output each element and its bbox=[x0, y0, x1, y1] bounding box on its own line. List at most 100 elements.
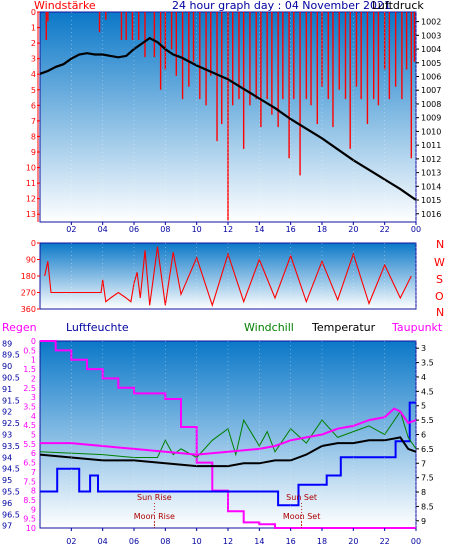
x-tick-p3-3: 08 bbox=[160, 537, 170, 546]
dir-y-tick-1: 90 bbox=[26, 256, 36, 265]
x-tick-p1-2: 06 bbox=[129, 225, 139, 234]
wind-y-tick-12: 12 bbox=[26, 195, 36, 204]
x-tick-p3-0: 02 bbox=[66, 537, 76, 546]
humid-y-tick-1: 89.5 bbox=[2, 351, 20, 360]
regen-y-tick-2: 1 bbox=[31, 356, 36, 365]
wind-y-tick-10: 10 bbox=[26, 164, 36, 173]
wind-y-tick-3: 3 bbox=[31, 55, 36, 64]
regen-y-tick-19: 9.5 bbox=[23, 515, 36, 524]
humid-y-tick-6: 92 bbox=[2, 408, 12, 417]
regen-y-tick-0: 0 bbox=[31, 337, 36, 346]
humid-y-tick-12: 95 bbox=[2, 476, 12, 485]
x-tick-p1-7: 16 bbox=[286, 225, 296, 234]
humid-y-tick-15: 96.5 bbox=[2, 510, 20, 519]
x-tick-p3-5: 12 bbox=[223, 537, 233, 546]
x-tick-p1-0: 02 bbox=[66, 225, 76, 234]
temperatur-line bbox=[39, 436, 417, 468]
dir-y-tick-3: 270 bbox=[21, 289, 36, 298]
temp-y-tick-1: 3.5 bbox=[421, 359, 434, 368]
x-tick-p1-5: 12 bbox=[223, 225, 233, 234]
temp-y-tick-11: 8.5 bbox=[421, 502, 434, 511]
regen-y-tick-5: 2.5 bbox=[23, 384, 36, 393]
pressure-y-tick-12: 1014 bbox=[421, 182, 441, 191]
pressure-line bbox=[39, 36, 417, 201]
chart-title: 24 hour graph day : 04 November 2021 bbox=[172, 0, 391, 12]
windstaerke-label: Windstärke bbox=[34, 0, 96, 12]
regen-y-tick-18: 9 bbox=[31, 505, 36, 514]
humid-y-tick-16: 97 bbox=[2, 522, 12, 531]
humid-y-tick-5: 91.5 bbox=[2, 396, 20, 405]
compass-s: S bbox=[436, 273, 443, 286]
pressure-y-tick-13: 1015 bbox=[421, 196, 441, 205]
luftfeuchte-label: Luftfeuchte bbox=[66, 321, 129, 334]
x-tick-p1-4: 10 bbox=[192, 225, 202, 234]
pressure-y-tick-10: 1012 bbox=[421, 155, 441, 164]
temp-humidity-marks bbox=[39, 340, 417, 529]
sun-rise-label: Sun Rise bbox=[137, 493, 172, 502]
x-tick-p3-1: 04 bbox=[98, 537, 108, 546]
pressure-y-tick-1: 1003 bbox=[421, 31, 441, 40]
x-tick-p3-4: 10 bbox=[192, 537, 202, 546]
temp-y-tick-6: 6 bbox=[421, 431, 426, 440]
temp-y-tick-2: 4 bbox=[421, 373, 426, 382]
wind-y-tick-5: 5 bbox=[31, 86, 36, 95]
moon-rise-label: Moon Rise bbox=[134, 512, 175, 521]
temp-y-tick-3: 4.5 bbox=[421, 387, 434, 396]
humid-y-tick-7: 92.5 bbox=[2, 419, 20, 428]
regen-y-tick-15: 7.5 bbox=[23, 477, 36, 486]
humid-y-tick-10: 94 bbox=[2, 453, 12, 462]
temp-y-tick-7: 6.5 bbox=[421, 445, 434, 454]
humid-y-tick-11: 94.5 bbox=[2, 465, 20, 474]
compass-n-top: N bbox=[436, 238, 444, 251]
wind-y-tick-7: 7 bbox=[31, 117, 36, 126]
regen-y-tick-4: 2 bbox=[31, 374, 36, 383]
compass-labels: N W S O N bbox=[434, 238, 445, 319]
pressure-y-tick-7: 1009 bbox=[421, 114, 441, 123]
luftdruck-label: Luftdruck bbox=[372, 0, 424, 12]
dir-y-tick-4: 360 bbox=[21, 305, 36, 314]
x-tick-p1-8: 18 bbox=[317, 225, 327, 234]
dir-y-tick-2: 180 bbox=[21, 272, 36, 281]
pressure-y-tick-6: 1008 bbox=[421, 100, 441, 109]
regen-y-tick-9: 4.5 bbox=[23, 421, 36, 430]
regen-y-tick-10: 5 bbox=[31, 431, 36, 440]
moon-set-label: Moon Set bbox=[283, 512, 320, 521]
temp-y-tick-9: 7.5 bbox=[421, 474, 434, 483]
regen-line bbox=[40, 340, 416, 529]
x-tick-p1-3: 08 bbox=[160, 225, 170, 234]
regen-y-tick-17: 8.5 bbox=[23, 496, 36, 505]
regen-y-tick-13: 6.5 bbox=[23, 459, 36, 468]
regen-y-tick-11: 5.5 bbox=[23, 440, 36, 449]
regen-y-tick-7: 3.5 bbox=[23, 402, 36, 411]
regen-y-tick-16: 8 bbox=[31, 487, 36, 496]
regen-y-tick-1: 0.5 bbox=[23, 346, 36, 355]
regen-y-tick-14: 7 bbox=[31, 468, 36, 477]
temp-y-tick-10: 8 bbox=[421, 488, 426, 497]
x-tick-p3-7: 16 bbox=[286, 537, 296, 546]
regen-y-tick-20: 10 bbox=[26, 524, 36, 533]
pressure-y-tick-2: 1004 bbox=[421, 45, 441, 54]
regen-y-tick-8: 4 bbox=[31, 412, 36, 421]
humid-y-tick-13: 95.5 bbox=[2, 488, 20, 497]
temp-y-tick-4: 5 bbox=[421, 402, 426, 411]
pressure-y-tick-3: 1005 bbox=[421, 59, 441, 68]
axes: 0123456789101112131002100310041005100610… bbox=[2, 8, 441, 546]
windchill-label: Windchill bbox=[244, 321, 294, 334]
pressure-y-tick-8: 1010 bbox=[421, 127, 441, 136]
wind-y-tick-2: 2 bbox=[31, 39, 36, 48]
pressure-y-tick-9: 1011 bbox=[421, 141, 441, 150]
compass-o: O bbox=[435, 290, 444, 303]
taupunkt-line bbox=[40, 407, 417, 456]
x-tick-p1-10: 22 bbox=[380, 225, 390, 234]
x-tick-p3-8: 18 bbox=[317, 537, 327, 546]
x-tick-p3-10: 22 bbox=[380, 537, 390, 546]
regen-y-tick-6: 3 bbox=[31, 393, 36, 402]
sun-set-label: Sun Set bbox=[286, 493, 317, 502]
wind-y-tick-4: 4 bbox=[31, 70, 36, 79]
x-tick-p3-6: 14 bbox=[254, 537, 264, 546]
x-tick-p3-2: 06 bbox=[129, 537, 139, 546]
regen-y-tick-3: 1.5 bbox=[23, 365, 36, 374]
wind-y-tick-9: 9 bbox=[31, 148, 36, 157]
wind-direction-line bbox=[44, 246, 412, 308]
